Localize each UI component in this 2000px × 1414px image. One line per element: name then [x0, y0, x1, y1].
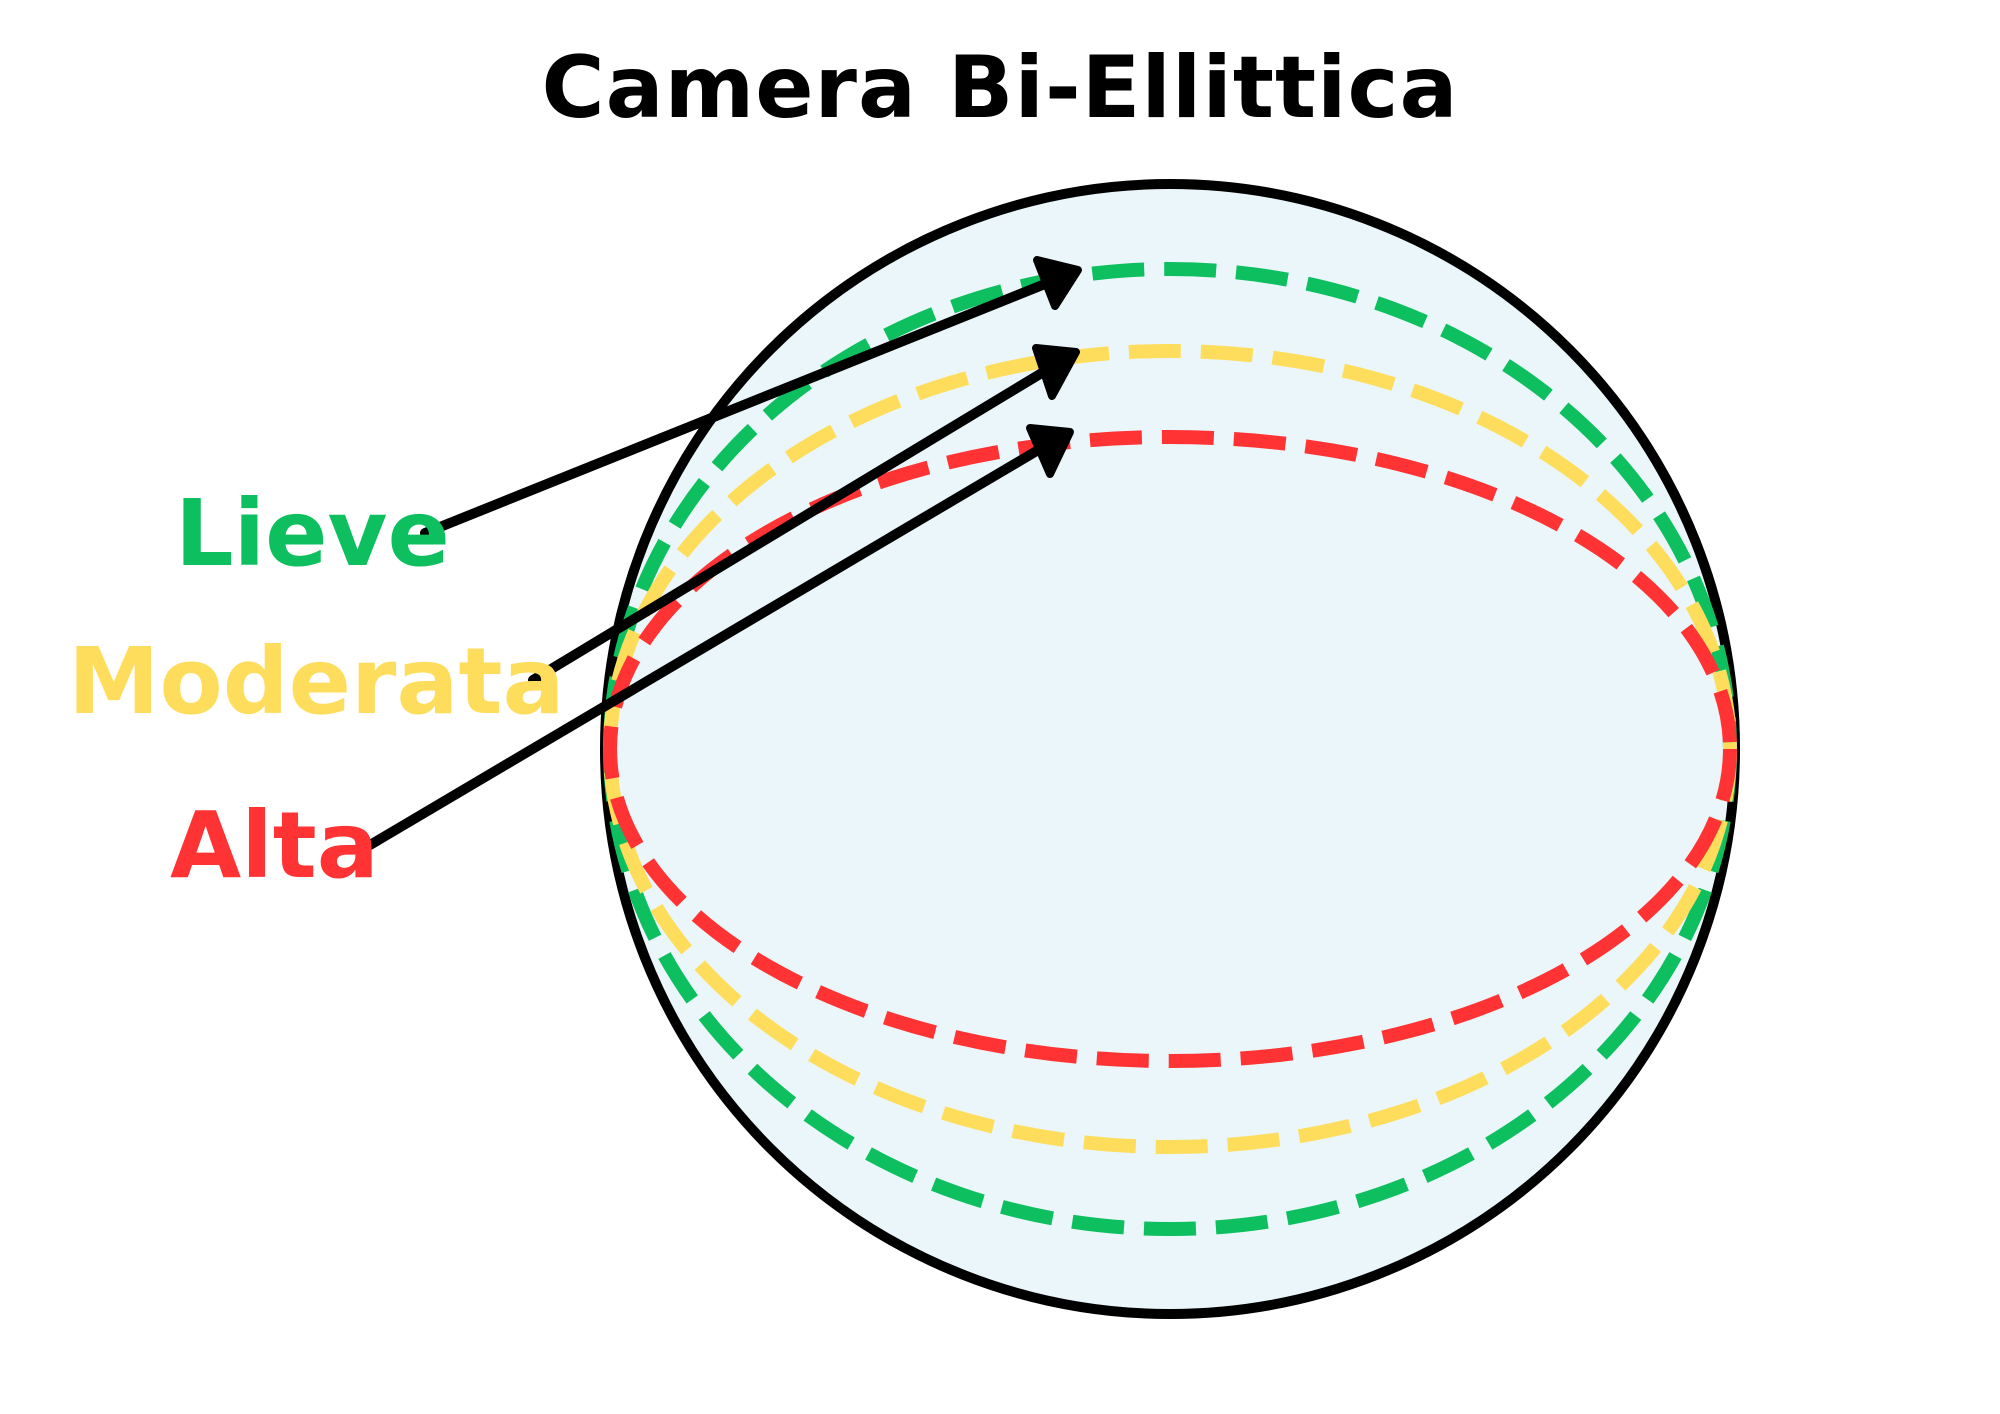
- diagram-title: Camera Bi-Ellittica: [541, 38, 1459, 138]
- ellipse-alta: [603, 430, 1737, 1068]
- arrow-lieve: [420, 256, 1082, 538]
- label-alta: Alta: [170, 792, 379, 899]
- arrow-moderata: [528, 344, 1080, 685]
- label-lieve: Lieve: [175, 480, 450, 587]
- arrow-alta: [365, 424, 1074, 850]
- label-moderata: Moderata: [68, 628, 565, 735]
